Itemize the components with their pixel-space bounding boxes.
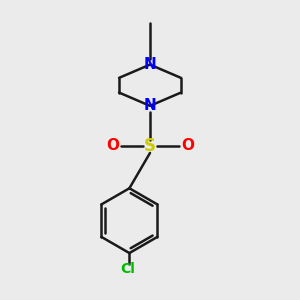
Text: N: N: [144, 98, 156, 113]
Text: N: N: [144, 57, 156, 72]
Text: O: O: [181, 138, 194, 153]
Text: S: S: [144, 136, 156, 154]
Text: O: O: [106, 138, 119, 153]
Text: Cl: Cl: [121, 262, 135, 276]
